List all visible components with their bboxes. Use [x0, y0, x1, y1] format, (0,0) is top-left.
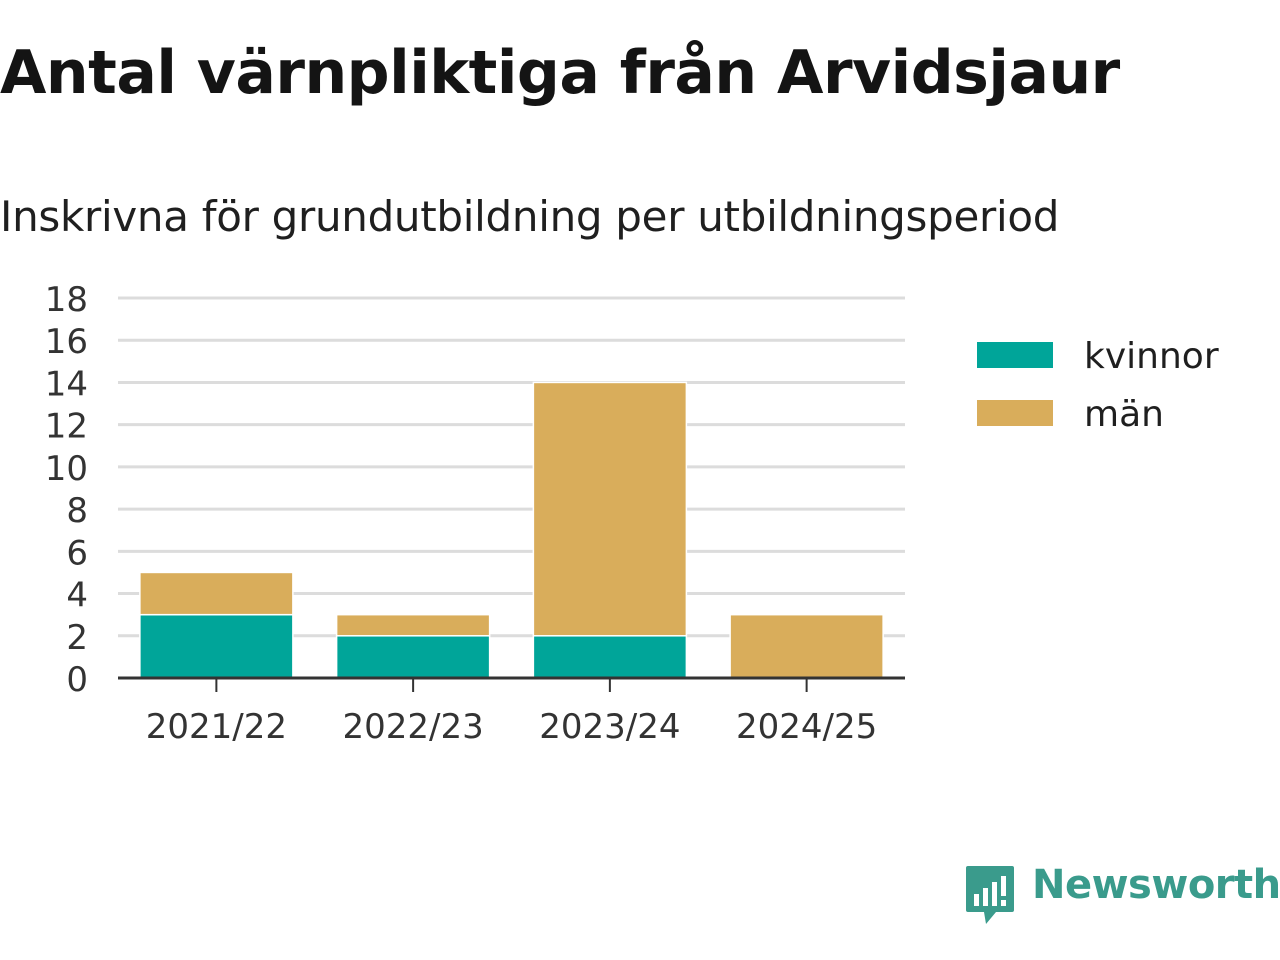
y-tick-label: 6 — [66, 533, 88, 573]
bar-kvinnor-2021-22 — [139, 613, 294, 679]
y-tick-label: 2 — [66, 618, 88, 658]
x-tick-label: 2021/22 — [146, 707, 287, 747]
bar-kvinnor-2023-24 — [532, 635, 688, 679]
x-tick-label: 2023/24 — [539, 707, 680, 747]
y-tick-label: 10 — [45, 449, 88, 489]
y-tick-label: 4 — [66, 576, 88, 616]
bar-man-2021-22 — [139, 571, 294, 616]
y-tick-label: 18 — [45, 280, 88, 320]
chart-title: Antal värnpliktiga från Arvidsjaur — [0, 38, 1120, 108]
x-tick-label: 2022/23 — [343, 707, 484, 747]
legend-label-man: män — [1084, 394, 1164, 435]
chart-subtitle: Inskrivna för grundutbildning per utbild… — [0, 192, 1060, 241]
x-tick-label: 2024/25 — [736, 707, 877, 747]
legend-label-kvinnor: kvinnor — [1084, 336, 1219, 377]
legend-swatch-man — [977, 400, 1053, 426]
y-tick-label: 0 — [66, 660, 88, 700]
y-tick-label: 8 — [66, 491, 88, 531]
bar-man-2024-25 — [729, 613, 884, 679]
brand-name: Newsworthy — [1032, 862, 1280, 908]
bar-kvinnor-2022-23 — [335, 635, 491, 679]
legend-swatch-kvinnor — [977, 342, 1053, 368]
bar-man-2023-24 — [532, 381, 688, 637]
y-tick-label: 12 — [45, 407, 88, 447]
bar-man-2022-23 — [335, 613, 491, 637]
bar-chart-speech-icon — [966, 866, 1014, 924]
newsworthy-logo: Newsworthy — [962, 862, 1280, 928]
y-tick-label: 16 — [45, 322, 88, 362]
y-tick-label: 14 — [45, 364, 88, 404]
